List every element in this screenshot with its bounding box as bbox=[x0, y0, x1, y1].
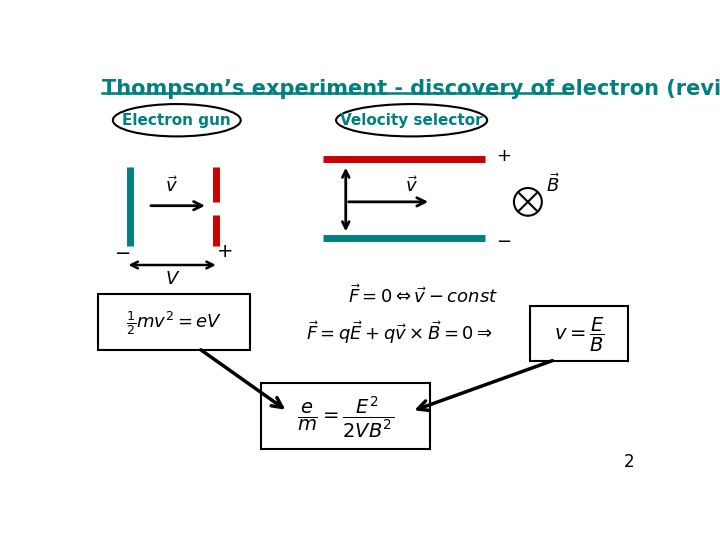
Text: $-$: $-$ bbox=[495, 231, 510, 249]
Text: $+$: $+$ bbox=[216, 242, 233, 261]
Text: Velocity selector: Velocity selector bbox=[341, 113, 483, 128]
Text: $\vec{v}$: $\vec{v}$ bbox=[165, 177, 178, 197]
Text: $+$: $+$ bbox=[495, 147, 510, 165]
Text: Thompson’s experiment - discovery of electron (review): Thompson’s experiment - discovery of ele… bbox=[102, 79, 720, 99]
Text: $\vec{B}$: $\vec{B}$ bbox=[546, 173, 559, 195]
Text: $\vec{v}$: $\vec{v}$ bbox=[405, 177, 418, 197]
Text: Electron gun: Electron gun bbox=[122, 113, 231, 128]
FancyBboxPatch shape bbox=[261, 383, 431, 449]
FancyBboxPatch shape bbox=[530, 306, 628, 361]
Text: $-$: $-$ bbox=[114, 242, 130, 261]
Text: $\vec{F} = 0 \Leftrightarrow \vec{v} - const$: $\vec{F} = 0 \Leftrightarrow \vec{v} - c… bbox=[348, 285, 498, 307]
Text: $\dfrac{e}{m} = \dfrac{E^2}{2VB^2}$: $\dfrac{e}{m} = \dfrac{E^2}{2VB^2}$ bbox=[297, 395, 395, 440]
Text: $v = \dfrac{E}{B}$: $v = \dfrac{E}{B}$ bbox=[554, 316, 605, 354]
Text: $V$: $V$ bbox=[166, 270, 181, 288]
Text: $\vec{F} = q\vec{E} + q\vec{v} \times \vec{B} = 0 \Rightarrow$: $\vec{F} = q\vec{E} + q\vec{v} \times \v… bbox=[307, 319, 494, 346]
Text: 2: 2 bbox=[624, 454, 635, 471]
Text: $\frac{1}{2}mv^2 = eV$: $\frac{1}{2}mv^2 = eV$ bbox=[125, 309, 222, 338]
FancyBboxPatch shape bbox=[98, 294, 250, 350]
